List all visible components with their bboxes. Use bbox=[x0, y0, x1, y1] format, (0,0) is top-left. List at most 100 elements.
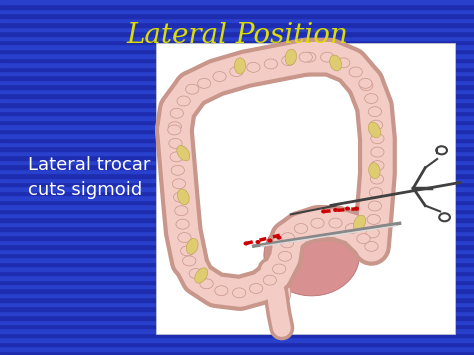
Bar bbox=[0, 151, 474, 155]
Bar bbox=[0, 235, 474, 240]
Circle shape bbox=[182, 256, 196, 266]
Bar bbox=[0, 124, 474, 129]
Circle shape bbox=[264, 59, 277, 69]
Bar bbox=[0, 155, 474, 160]
Bar bbox=[0, 311, 474, 315]
Bar bbox=[0, 293, 474, 297]
Bar bbox=[0, 182, 474, 186]
Bar bbox=[0, 106, 474, 111]
Circle shape bbox=[247, 62, 260, 72]
Bar bbox=[0, 204, 474, 208]
Bar bbox=[0, 208, 474, 213]
Ellipse shape bbox=[368, 122, 381, 138]
Bar bbox=[0, 248, 474, 253]
Circle shape bbox=[281, 233, 294, 242]
Bar bbox=[0, 195, 474, 200]
Bar bbox=[0, 320, 474, 324]
Bar bbox=[0, 115, 474, 120]
Bar bbox=[0, 9, 474, 13]
Bar bbox=[0, 262, 474, 266]
Bar bbox=[0, 280, 474, 284]
Circle shape bbox=[169, 138, 182, 148]
Ellipse shape bbox=[369, 163, 380, 179]
Circle shape bbox=[170, 108, 183, 118]
Circle shape bbox=[334, 209, 337, 211]
Ellipse shape bbox=[195, 268, 208, 283]
Bar bbox=[0, 169, 474, 173]
Bar bbox=[0, 147, 474, 151]
Circle shape bbox=[268, 239, 272, 242]
Circle shape bbox=[371, 160, 384, 170]
Bar bbox=[0, 93, 474, 98]
Circle shape bbox=[215, 286, 228, 296]
Circle shape bbox=[282, 56, 295, 66]
Bar bbox=[0, 111, 474, 115]
Circle shape bbox=[302, 52, 316, 62]
Circle shape bbox=[230, 67, 243, 77]
Circle shape bbox=[368, 107, 382, 117]
Circle shape bbox=[168, 122, 182, 132]
Bar bbox=[0, 226, 474, 231]
Circle shape bbox=[233, 288, 246, 298]
Bar bbox=[0, 186, 474, 191]
Circle shape bbox=[371, 147, 384, 157]
Bar bbox=[0, 0, 474, 4]
Circle shape bbox=[175, 206, 188, 216]
Bar bbox=[0, 324, 474, 328]
Circle shape bbox=[329, 218, 342, 228]
Circle shape bbox=[181, 246, 194, 256]
Bar bbox=[0, 36, 474, 40]
Circle shape bbox=[277, 236, 281, 239]
Ellipse shape bbox=[330, 55, 341, 71]
Bar bbox=[0, 49, 474, 53]
Circle shape bbox=[186, 84, 199, 94]
Circle shape bbox=[322, 210, 326, 213]
Circle shape bbox=[263, 275, 276, 285]
Bar bbox=[0, 75, 474, 80]
Bar bbox=[0, 346, 474, 351]
Bar bbox=[0, 257, 474, 262]
Bar bbox=[0, 200, 474, 204]
Bar bbox=[0, 98, 474, 102]
Bar bbox=[0, 80, 474, 84]
Bar bbox=[0, 231, 474, 235]
Bar bbox=[0, 84, 474, 89]
Circle shape bbox=[244, 242, 248, 245]
Bar bbox=[0, 266, 474, 271]
FancyBboxPatch shape bbox=[156, 43, 455, 334]
Circle shape bbox=[294, 224, 308, 234]
Circle shape bbox=[359, 78, 372, 88]
Bar bbox=[0, 191, 474, 195]
Bar bbox=[0, 62, 474, 67]
Bar bbox=[0, 67, 474, 71]
Bar bbox=[0, 160, 474, 164]
Circle shape bbox=[299, 52, 312, 62]
Circle shape bbox=[371, 133, 384, 143]
Bar bbox=[0, 18, 474, 22]
Circle shape bbox=[281, 238, 294, 248]
Circle shape bbox=[176, 219, 189, 229]
Ellipse shape bbox=[261, 278, 291, 307]
Bar bbox=[0, 129, 474, 133]
Circle shape bbox=[173, 192, 187, 202]
Circle shape bbox=[365, 241, 378, 251]
Circle shape bbox=[337, 58, 350, 68]
Bar bbox=[0, 342, 474, 346]
Bar bbox=[0, 53, 474, 58]
Circle shape bbox=[346, 223, 359, 233]
Bar bbox=[0, 217, 474, 222]
Bar bbox=[0, 253, 474, 257]
Circle shape bbox=[273, 264, 286, 274]
Bar bbox=[0, 222, 474, 226]
Bar bbox=[0, 27, 474, 31]
Bar bbox=[0, 275, 474, 280]
Circle shape bbox=[256, 241, 260, 243]
Circle shape bbox=[370, 120, 383, 130]
Bar bbox=[0, 4, 474, 9]
Circle shape bbox=[213, 72, 226, 82]
Bar bbox=[0, 102, 474, 106]
Circle shape bbox=[178, 233, 191, 242]
Bar bbox=[0, 302, 474, 306]
Bar bbox=[0, 173, 474, 178]
Ellipse shape bbox=[177, 146, 190, 161]
